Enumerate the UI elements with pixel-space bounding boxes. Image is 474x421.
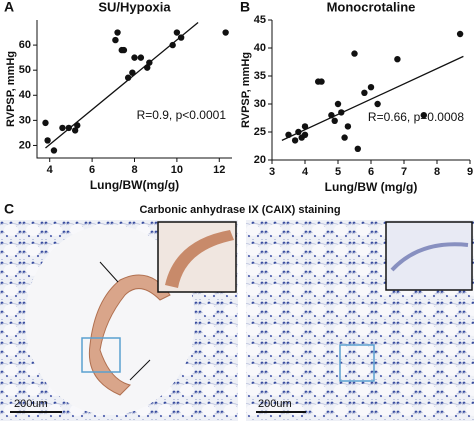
- y-tick-label: 45: [254, 14, 266, 26]
- point: [394, 56, 401, 63]
- point: [71, 127, 79, 134]
- point: [42, 119, 49, 127]
- point: [114, 29, 121, 36]
- fit-line: [281, 55, 464, 141]
- x-tick-label: 8: [434, 166, 440, 178]
- point: [291, 137, 299, 144]
- y-tick-label: 60: [19, 39, 31, 51]
- point: [334, 100, 342, 108]
- x-tick-label: 8: [131, 164, 137, 176]
- y-tick-label: 40: [254, 42, 266, 54]
- point: [222, 29, 229, 36]
- point: [129, 69, 136, 76]
- micrograph-left: [0, 220, 238, 421]
- x-axis-label: Lung/BW(mg/g): [90, 178, 179, 192]
- axis: [36, 20, 232, 159]
- point: [137, 54, 145, 61]
- x-tick-label: 9: [467, 166, 473, 178]
- x-tick-label: 10: [171, 164, 183, 176]
- point: [44, 137, 51, 144]
- x-axis-label: Lung/BW (mg/g): [325, 180, 418, 194]
- staining-title: Carbonic anhydrase IX (CAIX) staining: [139, 204, 340, 216]
- x-tick-label: 6: [89, 164, 95, 176]
- point: [351, 50, 358, 57]
- fit-line: [45, 22, 199, 149]
- point: [420, 112, 427, 119]
- point: [173, 29, 181, 36]
- x-tick-label: 5: [335, 166, 341, 178]
- point: [318, 78, 325, 85]
- annotation: R=0.66, p=0.0008: [368, 110, 464, 124]
- y-tick-label: 40: [19, 89, 31, 101]
- point: [301, 131, 309, 138]
- y-tick-label: 30: [19, 114, 31, 126]
- y-tick-label: 20: [254, 154, 266, 166]
- panel-label: A: [4, 0, 14, 15]
- point: [59, 124, 66, 132]
- point: [374, 100, 381, 108]
- point: [131, 54, 138, 61]
- point: [354, 145, 361, 152]
- y-tick-label: 50: [19, 64, 31, 76]
- point: [50, 147, 58, 154]
- y-tick-label: 30: [254, 98, 266, 110]
- point: [341, 134, 348, 141]
- scale-bar-label: 200um: [14, 398, 48, 410]
- x-tick-label: 3: [269, 166, 275, 178]
- point: [361, 89, 368, 97]
- y-axis-label: RVPSP, mmHg: [240, 52, 252, 128]
- point: [120, 46, 128, 54]
- micrograph-right: [246, 220, 474, 421]
- panel-label: B: [240, 0, 250, 15]
- panel-label: C: [4, 201, 14, 217]
- x-tick-label: 4: [302, 166, 309, 178]
- chart-title: Monocrotaline: [327, 0, 416, 14]
- y-tick-label: 20: [19, 139, 31, 151]
- point: [367, 84, 375, 91]
- y-tick-label: 35: [254, 70, 266, 82]
- x-tick-label: 4: [47, 164, 54, 176]
- point: [456, 30, 464, 38]
- point: [344, 123, 352, 130]
- x-tick-label: 7: [401, 166, 407, 178]
- x-tick-label: 12: [213, 164, 225, 176]
- scale-bar-label: 200um: [258, 398, 292, 410]
- annotation: R=0.9, p<0.0001: [137, 108, 227, 122]
- y-axis-label: RVPSP, mmHg: [5, 51, 17, 127]
- point: [331, 117, 338, 125]
- chart-title: SU/Hypoxia: [98, 0, 171, 14]
- point: [112, 36, 119, 44]
- point: [169, 41, 176, 49]
- y-tick-label: 25: [254, 126, 266, 138]
- point: [301, 123, 309, 130]
- x-tick-label: 6: [368, 166, 374, 178]
